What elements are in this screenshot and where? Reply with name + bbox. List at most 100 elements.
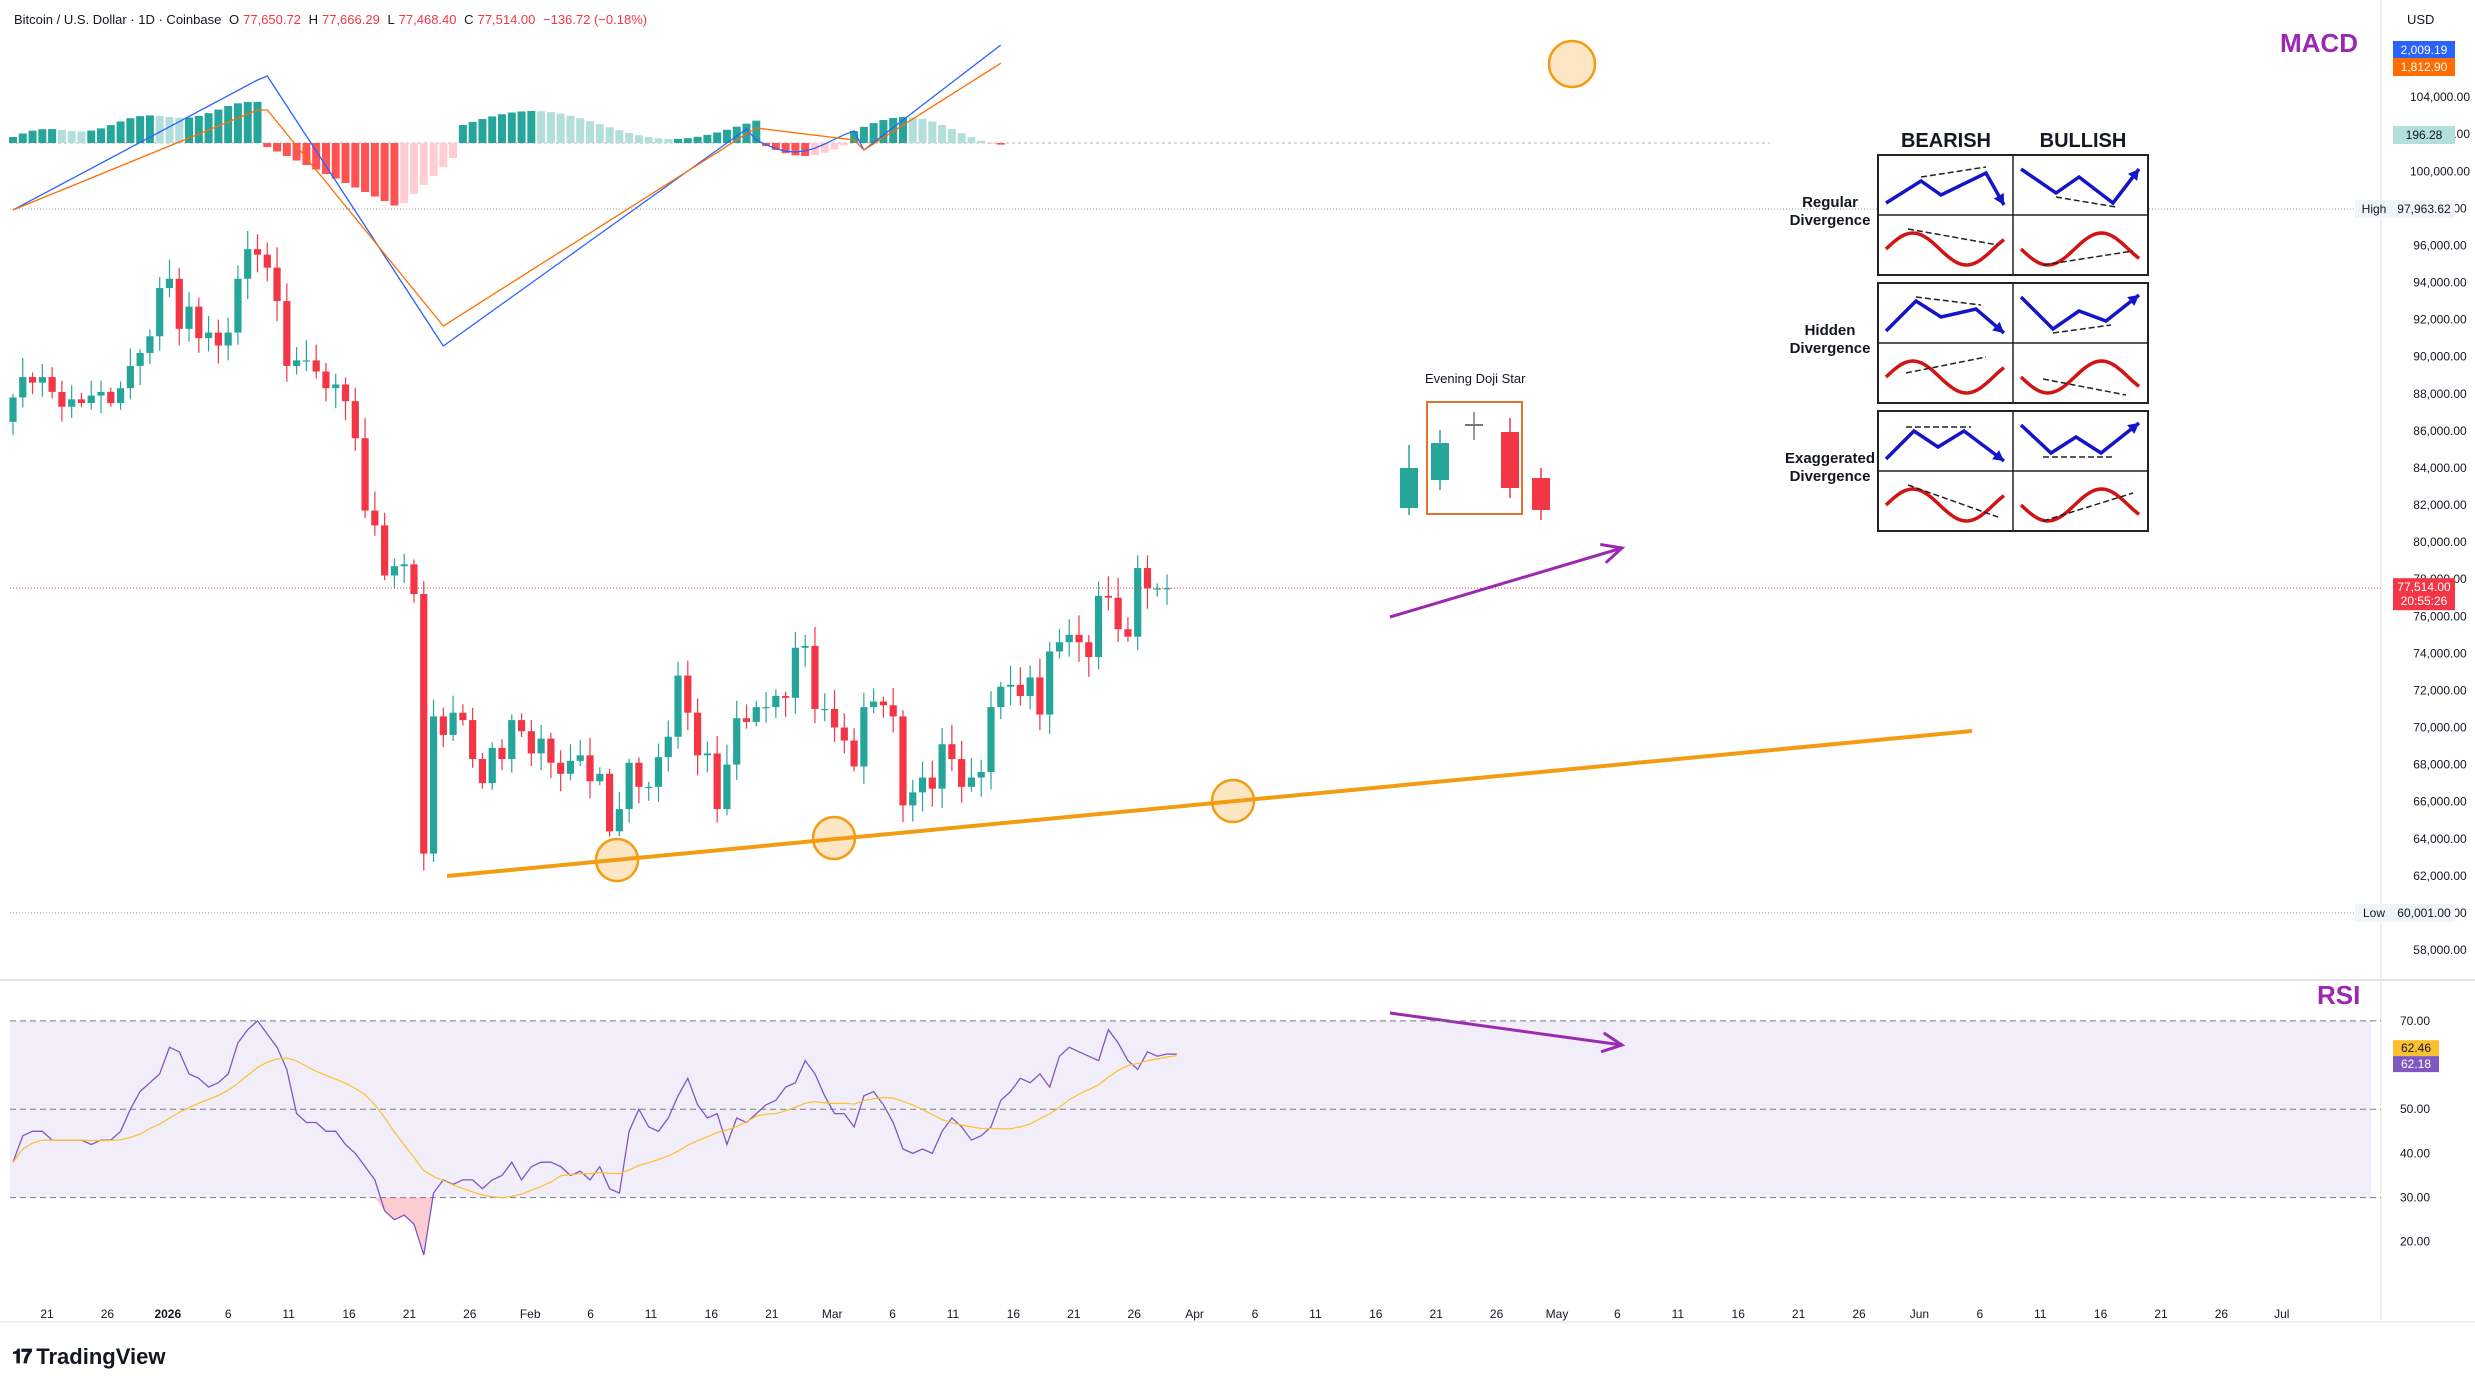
candle-body — [733, 718, 741, 765]
pattern-candle — [1400, 445, 1418, 515]
legend-dash — [1915, 296, 1982, 306]
candle-body — [674, 675, 682, 737]
legend-dash — [1905, 356, 1987, 374]
candle — [58, 380, 66, 422]
candle — [312, 344, 320, 379]
time-tick-label: 26 — [1128, 1307, 1142, 1321]
time-axis[interactable]: 21 26 2026 6 11 16 21 26 Feb 6 11 16 21 Mar 6 11 16 21 26 A… — [40, 1307, 2289, 1321]
candle-body — [938, 744, 946, 789]
candle-body — [1016, 684, 1024, 696]
candle-body — [116, 388, 125, 404]
open-value: 77,650.72 — [243, 12, 301, 27]
candle — [410, 559, 418, 603]
time-tick-label: 6 — [1976, 1307, 1983, 1321]
candle-body — [68, 399, 76, 407]
candle-body — [1046, 651, 1054, 715]
currency-label[interactable]: USD — [2407, 12, 2435, 27]
rsi-tick-label: 30.00 — [2400, 1191, 2430, 1205]
price-tick-label: 100,000.00 — [2410, 164, 2470, 178]
candle-body — [684, 675, 692, 713]
candle — [136, 349, 144, 386]
candle — [566, 744, 575, 781]
macd-hist-bar — [683, 138, 692, 143]
candle — [850, 728, 858, 772]
candle — [997, 681, 1005, 720]
candle — [351, 387, 359, 451]
candle-body — [830, 708, 839, 728]
candle — [1153, 583, 1161, 597]
macd-hist-bar — [664, 138, 673, 143]
time-tick-label: 11 — [1672, 1307, 1685, 1321]
candle — [302, 340, 310, 372]
histogram-tag-value: 196.28 — [2406, 128, 2443, 142]
macd-hist-bar — [576, 118, 585, 143]
time-tick-label: 21 — [40, 1307, 54, 1321]
candle-body — [547, 738, 555, 763]
macd-hist-bar — [517, 111, 526, 143]
last-price-bg — [2393, 578, 2455, 611]
candle — [429, 699, 438, 863]
candle — [293, 346, 301, 375]
time-tick-label: 21 — [1430, 1307, 1444, 1321]
price-tick-label: 92,000.00 — [2413, 313, 2467, 327]
candle-body — [811, 645, 819, 709]
time-tick-label: Jul — [2274, 1307, 2289, 1321]
macd-hist-bar — [498, 114, 506, 143]
macd-hist-bar — [273, 143, 282, 152]
candle — [68, 385, 76, 419]
price-axis[interactable]: 58,000.0060,000.0062,000.0064,000.0066,0… — [2355, 41, 2470, 1073]
candle-body — [1085, 642, 1093, 658]
candle — [948, 724, 956, 772]
candle — [958, 741, 966, 803]
price-tick-label: 72,000.00 — [2413, 683, 2467, 697]
macd-tag-value: 2,009.19 — [2401, 43, 2448, 57]
candle-body — [9, 397, 17, 422]
candle — [253, 234, 262, 273]
macd-hist-bar — [77, 131, 86, 143]
macd-hist-bar — [321, 143, 330, 174]
rsi-ma-tag-bg — [2393, 1040, 2439, 1057]
candle — [381, 512, 389, 581]
symbol-label: Bitcoin / U.S. Dollar · 1D · Coinbase — [14, 12, 222, 27]
close-label: C — [464, 12, 474, 27]
tradingview-logo[interactable]: 𝟏𝟕 TradingView — [12, 1344, 165, 1370]
close-value: 77,514.00 — [477, 12, 536, 27]
legend-zig — [1885, 170, 2006, 206]
touch-circle — [1210, 778, 1256, 824]
macd-hist-bar — [556, 113, 565, 143]
candle — [889, 687, 897, 733]
candle-body — [439, 716, 447, 735]
candle — [508, 714, 516, 773]
pattern-candle-body — [1431, 443, 1449, 480]
price-tick-label: 66,000.00 — [2413, 795, 2467, 809]
low-value: 77,468.40 — [398, 12, 457, 27]
macd-hist-bar — [116, 121, 125, 143]
candle — [938, 727, 946, 809]
candle — [547, 732, 555, 778]
high-tag-label: High — [2362, 202, 2387, 216]
legend-zig — [2019, 293, 2141, 332]
rsi-tags: 62.46 62.18 — [2393, 1040, 2439, 1073]
macd-hist-bar — [586, 121, 595, 143]
candle — [1104, 576, 1112, 611]
rsi-divergence-arrow-head — [1600, 1031, 1626, 1054]
candle — [1134, 555, 1142, 651]
candle-body — [400, 564, 408, 567]
candle-body — [1094, 595, 1103, 658]
candle — [283, 283, 291, 382]
candle — [97, 380, 105, 414]
time-tick-label: 21 — [1067, 1307, 1081, 1321]
macd-hist-bar — [468, 121, 477, 143]
candle — [1075, 615, 1083, 662]
brand-label: TradingView — [36, 1344, 166, 1369]
macd-hist-bar — [165, 116, 174, 143]
macd-hist-bar — [253, 101, 262, 143]
candle-body — [205, 332, 213, 339]
macd-hist-bar — [566, 115, 575, 143]
candle — [928, 760, 936, 807]
time-tick-label: Jun — [1910, 1307, 1929, 1321]
legend-arrowhead — [2127, 295, 2139, 307]
legend-row-label: Hidden — [1805, 322, 1856, 339]
